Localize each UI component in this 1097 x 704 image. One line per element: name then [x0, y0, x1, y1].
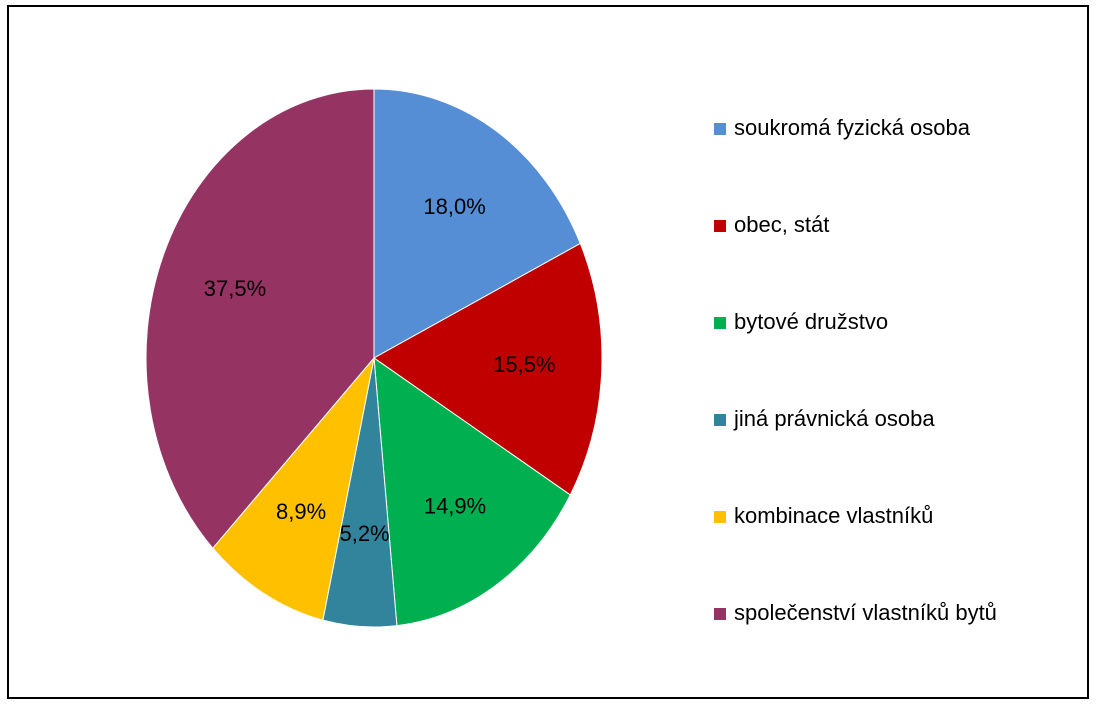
legend-label: kombinace vlastníků — [734, 503, 933, 528]
legend-label: bytové družstvo — [734, 309, 888, 334]
legend-label: jiná právnická osoba — [733, 406, 935, 431]
legend-swatch — [714, 414, 726, 426]
data-label: 15,5% — [493, 352, 555, 377]
legend-swatch — [714, 123, 726, 135]
data-label: 14,9% — [424, 493, 486, 518]
legend-label: soukromá fyzická osoba — [734, 115, 971, 140]
pie-slice — [373, 356, 571, 627]
legend-swatch — [714, 220, 726, 232]
legend-label: obec, stát — [734, 212, 829, 237]
pie-slice — [373, 242, 603, 496]
legend-swatch — [714, 608, 726, 620]
legend-swatch — [714, 511, 726, 523]
pie-slice — [212, 356, 375, 621]
legend-label: společenství vlastníků bytů — [734, 600, 997, 625]
pie-slice — [373, 88, 581, 359]
data-label: 37,5% — [204, 276, 266, 301]
data-label: 5,2% — [339, 521, 389, 546]
pie-slice — [145, 88, 375, 549]
legend-swatch — [714, 317, 726, 329]
data-label: 18,0% — [423, 194, 485, 219]
data-label: 8,9% — [276, 499, 326, 524]
